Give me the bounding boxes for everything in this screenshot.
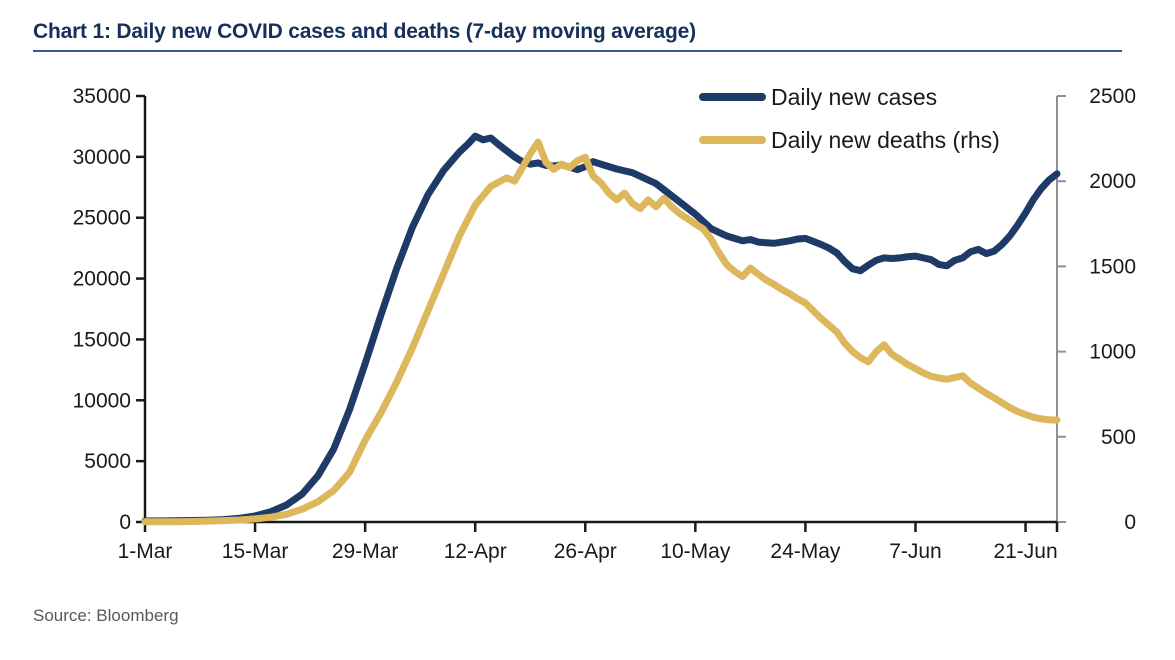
x-axis-tick-label: 29-Mar [332, 540, 399, 563]
deaths-line [141, 138, 1061, 526]
legend-label-cases: Daily new cases [771, 84, 937, 110]
left-axis-tick-label: 25000 [73, 207, 131, 230]
x-axis-tick-label: 1-Mar [118, 540, 173, 563]
title-underline [33, 50, 1122, 52]
right-axis-tick-label: 1500 [1089, 255, 1136, 278]
left-axis-tick-label: 10000 [73, 389, 131, 412]
left-axis-tick-label: 35000 [73, 85, 131, 108]
left-axis-tick-label: 15000 [73, 328, 131, 351]
x-axis-tick-label: 7-Jun [889, 540, 942, 563]
x-axis-tick-label: 15-Mar [222, 540, 289, 563]
x-axis-tick-label: 26-Apr [554, 540, 617, 563]
cases-line [141, 132, 1061, 525]
left-axis-tick-label: 20000 [73, 268, 131, 291]
x-axis-tick-label: 12-Apr [444, 540, 507, 563]
x-axis-tick-label: 10-May [660, 540, 731, 563]
chart-title: Chart 1: Daily new COVID cases and death… [33, 20, 696, 43]
x-axis-tick-label: 24-May [770, 540, 841, 563]
right-axis-tick-label: 2500 [1089, 85, 1136, 108]
right-axis-tick-label: 1000 [1089, 341, 1136, 364]
left-axis-tick-label: 30000 [73, 146, 131, 169]
right-axis-tick-label: 500 [1101, 426, 1136, 449]
left-axis-tick-label: 5000 [84, 450, 131, 473]
left-axis-tick-label: 0 [119, 511, 131, 534]
legend-label-deaths: Daily new deaths (rhs) [771, 127, 1000, 153]
source-note: Source: Bloomberg [33, 606, 179, 625]
x-axis-tick-label: 21-Jun [993, 540, 1057, 563]
right-axis-tick-label: 2000 [1089, 170, 1136, 193]
right-axis-tick-label: 0 [1124, 511, 1136, 534]
